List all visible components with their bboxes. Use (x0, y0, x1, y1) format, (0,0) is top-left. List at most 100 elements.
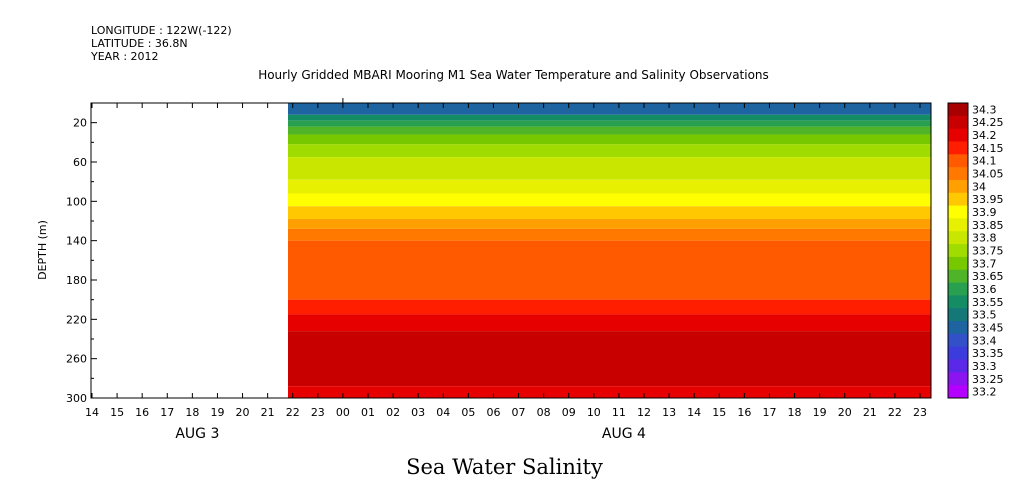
longitude-label: LONGITUDE : 122W(-122) (91, 24, 232, 37)
colorbar-label: 33.25 (972, 373, 1004, 386)
year-label: YEAR : 2012 (91, 50, 159, 63)
salinity-band-7 (288, 179, 931, 194)
x-tick-label: 19 (813, 406, 827, 419)
x-tick-label: 13 (662, 406, 676, 419)
colorbar-swatch (948, 321, 968, 335)
colorbar-swatch (948, 333, 968, 348)
x-tick-label: 09 (562, 406, 576, 419)
x-tick-label: 16 (737, 406, 751, 419)
colorbar-label: 34.05 (972, 168, 1004, 181)
y-tick-label: 60 (73, 156, 87, 169)
salinity-band-5 (288, 144, 931, 158)
colorbar-swatch (948, 154, 968, 168)
colorbar-label: 33.9 (972, 206, 997, 219)
colorbar-swatch (948, 192, 968, 207)
salinity-band-15 (288, 331, 931, 387)
y-axis-label: DEPTH (m) (36, 220, 49, 280)
colorbar-label: 33.95 (972, 193, 1004, 206)
colorbar-swatch (948, 218, 968, 232)
plot-frame (90, 102, 932, 399)
x-tick-label: 01 (361, 406, 375, 419)
x-tick-label: 14 (85, 406, 99, 419)
chart-title: Hourly Gridded MBARI Mooring M1 Sea Wate… (258, 68, 769, 82)
colorbar-label: 33.8 (972, 232, 997, 245)
colorbar-label: 33.75 (972, 245, 1004, 258)
salinity-band-12 (288, 240, 931, 300)
x-tick-label: 11 (612, 406, 626, 419)
colorbar-label: 33.4 (972, 334, 997, 347)
y-tick-label: 220 (66, 313, 87, 326)
salinity-band-0 (288, 103, 931, 115)
colorbar-swatch (948, 205, 968, 219)
x-tick-label: 22 (888, 406, 902, 419)
x-tick-label: 17 (160, 406, 174, 419)
x-tick-label: 14 (687, 406, 701, 419)
colorbar-swatch (948, 128, 968, 142)
footer-title: Sea Water Salinity (406, 455, 603, 479)
salinity-band-2 (288, 120, 931, 127)
y-tick-label: 100 (66, 195, 87, 208)
colorbar-label: 34 (972, 180, 986, 193)
x-tick-label: 23 (311, 406, 325, 419)
x-tick-label: 03 (411, 406, 425, 419)
colorbar-label: 33.6 (972, 283, 997, 296)
colorbar-label: 33.7 (972, 257, 997, 270)
colorbar-label: 33.85 (972, 219, 1004, 232)
colorbar-swatch (948, 359, 968, 373)
x-tick-label: 18 (185, 406, 199, 419)
salinity-band-11 (288, 228, 931, 241)
colorbar-label: 34.25 (972, 116, 1004, 129)
salinity-band-4 (288, 134, 931, 145)
x-tick-label: 10 (587, 406, 601, 419)
y-tick-label: 300 (66, 392, 87, 405)
x-date-label: AUG 3 (175, 426, 219, 442)
salinity-band-1 (288, 114, 931, 121)
colorbar-label: 33.2 (972, 386, 997, 399)
x-tick-label: 12 (637, 406, 651, 419)
colorbar-label: 33.55 (972, 296, 1004, 309)
colorbar-swatch (948, 141, 968, 155)
y-tick-label: 140 (66, 235, 87, 248)
salinity-bands (288, 103, 931, 398)
x-tick-label: 06 (486, 406, 500, 419)
latitude-label: LATITUDE : 36.8N (91, 37, 188, 50)
x-tick-label: 05 (461, 406, 475, 419)
x-date-label: AUG 4 (602, 426, 646, 442)
y-axis: 20 60 100 140 180 220 260 300 (66, 102, 97, 405)
x-tick-label: 15 (712, 406, 726, 419)
colorbar-frame (947, 102, 969, 399)
colorbar-swatch (948, 308, 968, 322)
x-tick-label: 21 (261, 406, 275, 419)
x-tick-label: 20 (838, 406, 852, 419)
colorbar-swatch (948, 231, 968, 245)
salinity-band-16 (288, 386, 931, 398)
colorbar-label: 33.45 (972, 321, 1004, 334)
salinity-band-9 (288, 206, 931, 220)
salinity-band-13 (288, 299, 931, 315)
colorbar-swatch (948, 103, 968, 117)
x-tick-label: 07 (512, 406, 526, 419)
colorbar-label: 34.15 (972, 142, 1004, 155)
colorbar-swatch (948, 346, 968, 361)
y-tick-label: 20 (73, 117, 87, 130)
colorbar-label: 34.2 (972, 129, 997, 142)
colorbar-label: 34.1 (972, 155, 997, 168)
x-tick-label: 04 (436, 406, 450, 419)
colorbar-swatch (948, 179, 968, 194)
station-metadata: LONGITUDE : 122W(-122) LATITUDE : 36.8N … (91, 24, 232, 63)
x-tick-label: 19 (210, 406, 224, 419)
salinity-band-8 (288, 193, 931, 207)
salinity-band-10 (288, 219, 931, 229)
x-axis: 14 15 16 17 18 19 20 21 22 23 00 01 02 03 04 05 06 07 08 09… (85, 98, 927, 442)
x-tick-label: 02 (386, 406, 400, 419)
x-tick-label: 21 (863, 406, 877, 419)
x-tick-label: 20 (236, 406, 250, 419)
x-tick-label: 18 (788, 406, 802, 419)
colorbar-swatch (948, 282, 968, 296)
colorbar-swatch (948, 295, 968, 309)
salinity-band-3 (288, 126, 931, 135)
colorbar-swatch (948, 115, 968, 130)
colorbar-swatch (948, 372, 968, 386)
salinity-band-6 (288, 157, 931, 180)
